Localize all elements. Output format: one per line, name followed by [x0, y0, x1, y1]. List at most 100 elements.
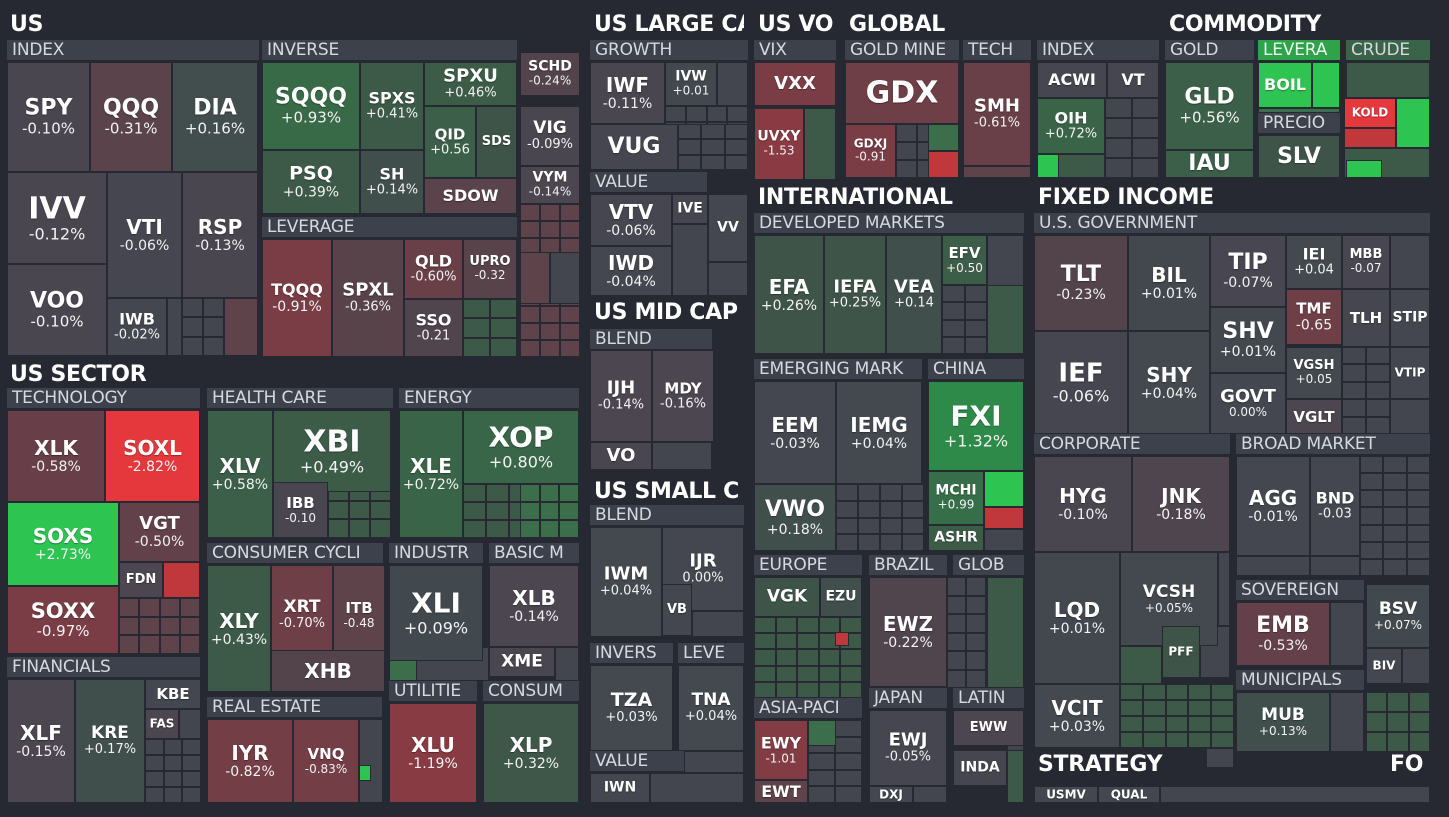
minor-etf-tile[interactable] [880, 517, 902, 535]
etf-tile-ashr[interactable]: ASHR [928, 525, 984, 551]
etf-tile-iei[interactable]: IEI +0.04 [1286, 235, 1342, 289]
etf-tile-ewj[interactable]: EWJ -0.05% [869, 710, 947, 786]
minor-etf-tile[interactable] [797, 665, 819, 682]
minor-etf-tile[interactable] [1346, 160, 1382, 178]
etf-tile-xlp[interactable]: XLP +0.32% [483, 703, 579, 803]
minor-etf-tile[interactable] [701, 139, 725, 155]
minor-etf-tile[interactable] [1105, 138, 1132, 158]
minor-etf-tile[interactable] [880, 534, 902, 551]
etf-tile-xlk[interactable]: XLK -0.58% [7, 410, 105, 502]
minor-etf-tile[interactable] [540, 323, 560, 340]
minor-etf-tile[interactable] [539, 520, 560, 538]
minor-etf-tile[interactable] [678, 139, 702, 155]
etf-tile-eww[interactable]: EWW [953, 710, 1024, 746]
minor-etf-tile[interactable] [984, 507, 1024, 529]
etf-tile-spy[interactable]: SPY -0.10% [7, 62, 90, 172]
minor-etf-tile[interactable] [1406, 541, 1430, 559]
etf-tile-fdn[interactable]: FDN [119, 562, 163, 598]
etf-tile-soxs[interactable]: SOXS +2.73% [7, 502, 119, 586]
etf-tile-tna[interactable]: TNA +0.04% [678, 665, 744, 751]
minor-etf-tile[interactable] [1342, 364, 1366, 382]
minor-etf-tile[interactable] [942, 319, 965, 337]
etf-tile-ewt[interactable]: EWT [754, 780, 808, 803]
etf-tile-vglt[interactable]: VGLT [1286, 399, 1342, 434]
minor-etf-tile[interactable] [1366, 692, 1388, 712]
minor-etf-tile[interactable] [665, 106, 686, 122]
minor-etf-tile[interactable] [359, 765, 371, 781]
etf-tile-sso[interactable]: SSO -0.21 [404, 299, 463, 357]
minor-etf-tile[interactable] [880, 484, 902, 501]
minor-etf-tile[interactable] [775, 681, 798, 698]
etf-tile-qid[interactable]: QID +0.56 [424, 106, 476, 178]
minor-etf-tile[interactable] [1120, 684, 1143, 700]
minor-etf-tile[interactable] [560, 323, 580, 340]
minor-etf-tile[interactable] [880, 500, 902, 518]
minor-etf-tile[interactable] [1132, 138, 1159, 158]
minor-etf-tile[interactable] [1105, 98, 1132, 118]
etf-tile-voo[interactable]: VOO -0.10% [7, 264, 107, 356]
minor-etf-tile[interactable] [1120, 716, 1143, 732]
minor-etf-tile[interactable] [808, 753, 835, 770]
minor-etf-tile[interactable] [1360, 524, 1384, 542]
minor-etf-tile[interactable] [179, 616, 200, 636]
minor-etf-tile[interactable] [1360, 456, 1384, 474]
minor-etf-tile[interactable] [1366, 381, 1390, 400]
etf-tile-agg[interactable]: AGG -0.01% [1236, 456, 1310, 556]
minor-etf-tile[interactable] [1258, 108, 1340, 113]
minor-etf-tile[interactable] [836, 534, 858, 551]
minor-etf-tile[interactable] [1360, 473, 1384, 491]
minor-etf-tile[interactable] [1206, 748, 1234, 768]
etf-tile-qqq[interactable]: QQQ -0.31% [90, 62, 172, 172]
minor-etf-tile[interactable] [1406, 473, 1430, 491]
minor-etf-tile[interactable] [984, 471, 1024, 507]
minor-etf-tile[interactable] [370, 519, 391, 538]
minor-etf-tile[interactable] [678, 124, 702, 140]
minor-etf-tile[interactable] [754, 633, 776, 650]
minor-etf-tile[interactable] [947, 577, 967, 596]
etf-tile-psq[interactable]: PSQ +0.39% [262, 150, 360, 214]
minor-etf-tile[interactable] [804, 108, 836, 180]
minor-etf-tile[interactable] [145, 739, 164, 755]
minor-etf-tile[interactable] [1236, 556, 1310, 576]
minor-etf-tile[interactable] [463, 484, 487, 502]
minor-etf-tile[interactable] [145, 755, 164, 771]
minor-etf-tile[interactable] [1037, 154, 1059, 178]
etf-tile-iyr[interactable]: IYR -0.82% [207, 719, 293, 803]
minor-etf-tile[interactable] [1406, 524, 1430, 542]
minor-etf-tile[interactable] [1387, 732, 1409, 752]
minor-etf-tile[interactable] [818, 617, 841, 634]
minor-etf-tile[interactable] [1120, 732, 1143, 748]
minor-etf-tile[interactable] [964, 336, 987, 354]
minor-etf-tile[interactable] [727, 106, 748, 122]
minor-etf-tile[interactable] [139, 635, 160, 654]
minor-etf-tile[interactable] [896, 124, 917, 142]
etf-tile-uvxy[interactable]: UVXY -1.53 [754, 108, 804, 180]
minor-etf-tile[interactable] [1408, 732, 1430, 752]
minor-etf-tile[interactable] [1342, 381, 1366, 400]
minor-etf-tile[interactable] [797, 633, 819, 650]
etf-tile-xli[interactable]: XLI +0.09% [389, 565, 483, 661]
minor-etf-tile[interactable] [520, 340, 540, 357]
etf-tile-iwn[interactable]: IWN [590, 773, 650, 803]
minor-etf-tile[interactable] [1188, 700, 1212, 716]
minor-etf-tile[interactable] [119, 598, 140, 617]
etf-tile-efa[interactable]: EFA +0.26% [754, 235, 824, 354]
minor-etf-tile[interactable] [775, 649, 798, 666]
etf-tile-shy[interactable]: SHY +0.04% [1128, 331, 1210, 434]
minor-etf-tile[interactable] [159, 598, 180, 617]
minor-etf-tile[interactable] [1142, 716, 1166, 732]
minor-etf-tile[interactable] [1132, 118, 1159, 138]
minor-etf-tile[interactable] [652, 442, 712, 470]
etf-tile-vv[interactable]: VV [708, 194, 748, 262]
minor-etf-tile[interactable] [1360, 490, 1384, 508]
minor-etf-tile[interactable] [203, 317, 224, 337]
minor-etf-tile[interactable] [818, 665, 841, 682]
minor-etf-tile[interactable] [966, 632, 986, 651]
etf-tile-vgk[interactable]: VGK [754, 577, 820, 617]
minor-etf-tile[interactable] [902, 534, 924, 551]
minor-etf-tile[interactable] [182, 787, 201, 803]
minor-etf-tile[interactable] [835, 736, 862, 754]
minor-etf-tile[interactable] [182, 771, 201, 787]
minor-etf-tile[interactable] [928, 124, 959, 151]
minor-etf-tile[interactable] [1211, 684, 1234, 700]
